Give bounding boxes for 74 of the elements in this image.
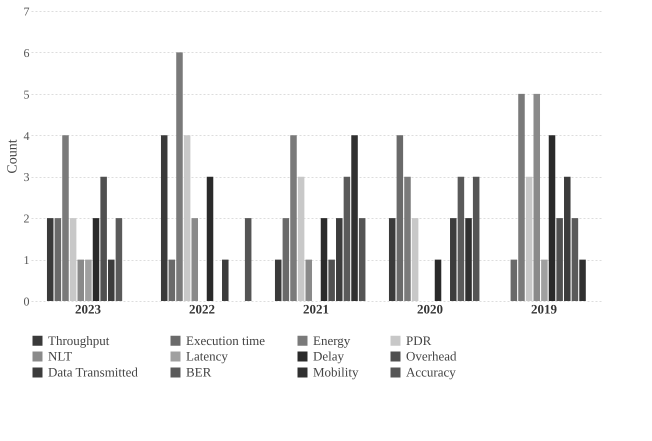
bar <box>100 176 107 301</box>
x-tick-label: 2021 <box>303 302 329 316</box>
bar <box>184 135 190 301</box>
bar <box>244 218 252 301</box>
y-tick-label: 2 <box>24 212 30 226</box>
legend-label: Throughput <box>48 332 110 348</box>
x-tick-label: 2023 <box>75 302 102 316</box>
bar <box>85 260 92 301</box>
bar <box>351 135 358 301</box>
bar <box>46 218 54 301</box>
y-tick-label: 4 <box>24 128 30 143</box>
bar <box>541 260 548 301</box>
legend-label: Delay <box>313 348 345 364</box>
bar <box>404 176 411 301</box>
y-tick-label: 6 <box>24 46 30 60</box>
bar <box>434 260 442 301</box>
bar <box>556 218 563 301</box>
bar <box>472 176 480 301</box>
bar <box>344 176 350 301</box>
y-tick-label: 1 <box>24 253 30 268</box>
bar <box>564 176 571 301</box>
bar <box>282 218 290 301</box>
y-axis-title: Count <box>6 139 20 174</box>
legend-label: Accuracy <box>406 364 456 380</box>
bar <box>526 176 532 301</box>
bar <box>412 218 418 301</box>
bar <box>54 218 62 301</box>
bar <box>92 218 100 301</box>
x-tick-label: 2022 <box>189 302 215 316</box>
y-tick-label: 0 <box>24 294 30 308</box>
bar <box>116 218 122 301</box>
y-tick-label: 7 <box>24 4 30 18</box>
bar <box>160 135 168 301</box>
legend-label: NLT <box>48 348 72 364</box>
bar <box>305 260 312 301</box>
bar <box>176 52 183 301</box>
bar <box>388 218 396 301</box>
bar <box>572 218 578 301</box>
bar <box>320 218 328 301</box>
bar <box>191 218 198 301</box>
y-tick-label: 5 <box>24 87 30 102</box>
bar <box>548 135 556 301</box>
bar <box>328 260 335 301</box>
bar <box>336 218 343 301</box>
legend-label: Execution time <box>186 332 266 348</box>
bar <box>465 218 472 301</box>
legend-label: PDR <box>406 332 432 348</box>
legend-label: BER <box>186 364 212 380</box>
bar <box>77 260 84 301</box>
bar <box>358 218 366 301</box>
bar <box>298 176 304 301</box>
legend-label: Mobility <box>313 364 360 380</box>
bar <box>222 260 229 301</box>
bar <box>274 260 282 301</box>
bar <box>458 176 464 301</box>
legend-label: Energy <box>313 332 351 348</box>
bar <box>62 135 69 301</box>
legend-label: Overhead <box>406 348 458 364</box>
bar <box>533 94 540 301</box>
y-tick-label: 3 <box>24 170 30 184</box>
bar <box>450 218 457 301</box>
bar <box>108 260 115 301</box>
bar <box>290 135 297 301</box>
bar <box>206 176 214 301</box>
bar <box>518 94 525 301</box>
bar <box>579 260 586 301</box>
bar <box>510 260 518 301</box>
bar <box>396 135 404 301</box>
bar <box>168 260 176 301</box>
legend-label: Data Transmitted <box>48 364 138 380</box>
legend-label: Latency <box>186 348 228 364</box>
x-tick-label: 2020 <box>417 302 443 316</box>
x-tick-label: 2019 <box>531 302 558 316</box>
bar <box>70 218 76 301</box>
